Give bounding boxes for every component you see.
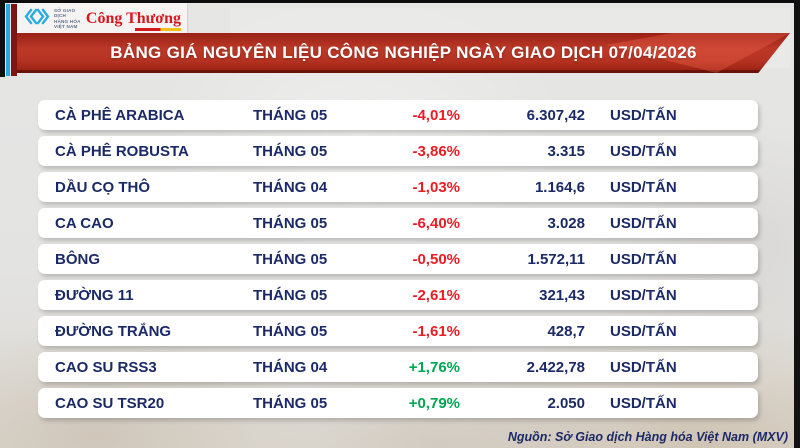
price-value: 6.307,42: [526, 106, 585, 124]
mxv-org-name: SỞ GIAO DỊCH HÀNG HÓA VIỆT NAM: [54, 8, 82, 30]
page-title: BẢNG GIÁ NGUYÊN LIỆU CÔNG NGHIỆP NGÀY GI…: [110, 43, 697, 62]
price-value: 321,43: [539, 286, 585, 304]
mxv-chevrons-icon: [23, 7, 51, 30]
table-row: CÀ PHÊ ROBUSTA THÁNG 05 -3,86% 3.315 USD…: [38, 136, 758, 166]
commodity-name: BÔNG: [55, 250, 100, 268]
mxv-org-line: VIỆT NAM: [54, 23, 78, 29]
percent-change: -1,03%: [412, 178, 460, 196]
table-row: CA CAO THÁNG 05 -6,40% 3.028 USD/TẤN: [38, 208, 758, 238]
price-value: 3.028: [547, 214, 585, 232]
cong-thuong-wordmark: Công Thương: [85, 9, 181, 27]
contract-month: THÁNG 04: [253, 358, 328, 376]
source-credit: Nguồn: Sở Giao dịch Hàng hóa Việt Nam (M…: [507, 430, 788, 444]
percent-change: -1,61%: [412, 322, 460, 340]
percent-change: -4,01%: [412, 106, 460, 124]
percent-change: -2,61%: [412, 286, 460, 304]
table-row: CÀ PHÊ ARABICA THÁNG 05 -4,01% 6.307,42 …: [38, 100, 758, 130]
price-unit: USD/TẤN: [610, 142, 677, 160]
contract-month: THÁNG 04: [253, 178, 328, 196]
price-value: 3.315: [547, 142, 585, 160]
table-row: CAO SU TSR20 THÁNG 05 +0,79% 2.050 USD/T…: [38, 388, 758, 418]
commodity-name: CÀ PHÊ ROBUSTA: [55, 142, 189, 160]
contract-month: THÁNG 05: [253, 322, 328, 340]
price-unit: USD/TẤN: [610, 250, 677, 268]
commodity-name: CÀ PHÊ ARABICA: [55, 106, 185, 124]
top-edge-bar: [0, 0, 800, 3]
contract-month: THÁNG 05: [253, 286, 328, 304]
commodity-name: CAO SU TSR20: [55, 394, 165, 412]
logo-bar: SỞ GIAO DỊCH HÀNG HÓA VIỆT NAM Công Thươ…: [17, 3, 187, 34]
price-unit: USD/TẤN: [610, 214, 677, 232]
right-edge-bar: [794, 0, 800, 448]
table-row: CAO SU RSS3 THÁNG 04 +1,76% 2.422,78 USD…: [38, 352, 758, 382]
price-unit: USD/TẤN: [610, 286, 677, 304]
contract-month: THÁNG 05: [253, 214, 328, 232]
price-unit: USD/TẤN: [610, 394, 677, 412]
contract-month: THÁNG 05: [253, 142, 328, 160]
price-unit: USD/TẤN: [610, 178, 677, 196]
mxv-org-line: SỞ GIAO DỊCH: [54, 7, 76, 19]
commodity-name: ĐƯỜNG 11: [55, 286, 134, 304]
commodity-name: ĐƯỜNG TRẮNG: [55, 322, 172, 340]
percent-change: +0,79%: [408, 394, 460, 412]
percent-change: -0,50%: [412, 250, 460, 268]
price-unit: USD/TẤN: [610, 106, 677, 124]
price-value: 2.422,78: [526, 358, 585, 376]
price-unit: USD/TẤN: [610, 358, 677, 376]
price-value: 1.164,6: [534, 178, 585, 196]
contract-month: THÁNG 05: [253, 394, 328, 412]
price-value: 1.572,11: [527, 250, 585, 268]
cong-thuong-logo: Công Thương: [85, 9, 181, 31]
mxv-logo: SỞ GIAO DỊCH HÀNG HÓA VIỆT NAM: [23, 8, 82, 30]
commodity-name: DẦU CỌ THÔ: [55, 178, 150, 196]
percent-change: -6,40%: [412, 214, 460, 232]
table-row: ĐƯỜNG TRẮNG THÁNG 05 -1,61% 428,7 USD/TẤ…: [38, 316, 758, 346]
price-unit: USD/TẤN: [610, 322, 677, 340]
table-row: ĐƯỜNG 11 THÁNG 05 -2,61% 321,43 USD/TẤN: [38, 280, 758, 310]
percent-change: -3,86%: [412, 142, 460, 160]
percent-change: +1,76%: [408, 358, 460, 376]
left-cyan-stripe: [6, 4, 10, 76]
left-black-stripe: [0, 0, 5, 77]
commodity-name: CAO SU RSS3: [55, 358, 157, 376]
title-banner: BẢNG GIÁ NGUYÊN LIỆU CÔNG NGHIỆP NGÀY GI…: [17, 33, 790, 73]
contract-month: THÁNG 05: [253, 106, 328, 124]
price-value: 428,7: [547, 322, 585, 340]
cong-thuong-underline: [135, 27, 181, 31]
contract-month: THÁNG 05: [253, 250, 328, 268]
table-row: DẦU CỌ THÔ THÁNG 04 -1,03% 1.164,6 USD/T…: [38, 172, 758, 202]
table-row: BÔNG THÁNG 05 -0,50% 1.572,11 USD/TẤN: [38, 244, 758, 274]
mxv-org-line: HÀNG HÓA: [54, 18, 81, 24]
commodity-name: CA CAO: [55, 214, 114, 232]
left-maroon-stripe: [11, 4, 17, 76]
price-table: CÀ PHÊ ARABICA THÁNG 05 -4,01% 6.307,42 …: [38, 100, 758, 424]
price-value: 2.050: [547, 394, 585, 412]
